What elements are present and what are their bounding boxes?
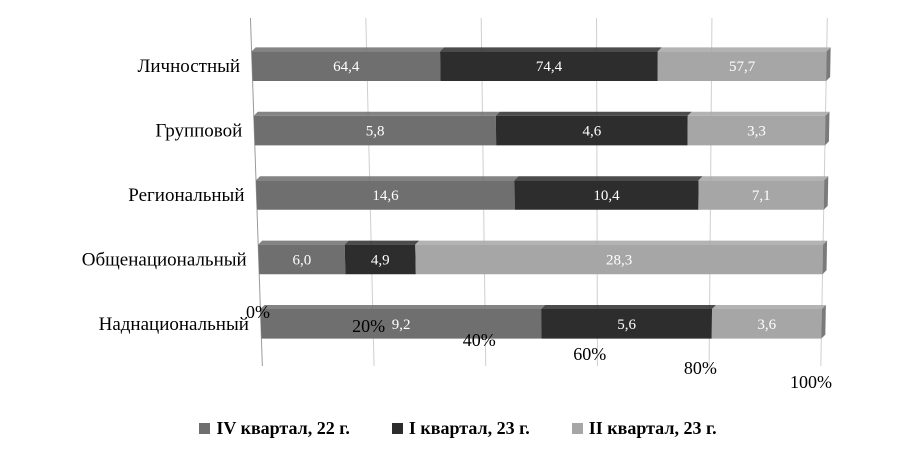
bar-личностный-series-3 xyxy=(657,51,827,82)
legend-label-q2-23: II квартал, 23 г. xyxy=(588,418,717,438)
legend-swatch-q1-23 xyxy=(391,423,403,434)
bar-региональный-series-3-side-face xyxy=(823,176,829,210)
bar-наднациональный-series-1-top-face xyxy=(260,304,546,309)
category-label-наднациональный: Наднациональный xyxy=(99,314,249,335)
category-label-личностный: Личностный xyxy=(138,56,241,77)
data-label-личностный-series-3: 57,7 xyxy=(729,59,756,75)
bar-региональный-series-3 xyxy=(698,180,825,210)
x-tick-label-2: 40% xyxy=(463,330,496,350)
data-label-общенациональный-series-1: 6,0 xyxy=(292,252,311,268)
data-label-личностный-series-1: 64,4 xyxy=(333,59,360,75)
bar-групповой-series-1-top-face xyxy=(253,111,500,116)
bar-личностный-series-2-top-face xyxy=(440,47,662,52)
bar-общенациональный-series-1-top-face xyxy=(258,240,349,245)
bar-личностный-series-3-top-face xyxy=(657,47,831,52)
x-tick-label-4: 80% xyxy=(684,358,717,378)
x-tick-label-3: 60% xyxy=(573,344,606,364)
data-label-региональный-series-2: 10,4 xyxy=(593,188,620,204)
data-label-групповой-series-2: 4,6 xyxy=(582,124,601,140)
chart-legend: IV квартал, 22 г. I квартал, 23 г. II кв… xyxy=(0,418,916,439)
data-label-групповой-series-1: 5,8 xyxy=(366,124,385,140)
bar-общенациональный-series-3-top-face xyxy=(415,240,828,245)
bar-личностный-series-1-top-face xyxy=(251,47,445,52)
legend-swatch-q2-23 xyxy=(571,423,583,434)
bar-наднациональный-series-2 xyxy=(541,308,713,339)
bar-наднациональный-series-3-side-face xyxy=(821,304,826,339)
category-label-общенациональный: Общенациональный xyxy=(82,249,247,270)
bar-групповой-series-2 xyxy=(495,115,688,146)
legend-item-q4-22: IV квартал, 22 г. xyxy=(199,418,350,439)
x-tick-label-1: 20% xyxy=(352,316,385,336)
legend-label-q4-22: IV квартал, 22 г. xyxy=(216,418,350,438)
bar-общенациональный-series-3-side-face xyxy=(822,240,828,275)
bar-региональный-series-2-top-face xyxy=(514,176,703,181)
bar-общенациональный-series-3 xyxy=(415,244,824,275)
x-tick-label-5: 100% xyxy=(790,372,832,392)
bar-региональный-series-3-top-face xyxy=(698,176,829,181)
bar-региональный-series-1 xyxy=(255,180,515,210)
x-tick-label-0: 0% xyxy=(246,302,270,322)
data-label-групповой-series-3: 3,3 xyxy=(747,124,766,140)
bar-личностный-series-3-side-face xyxy=(826,47,831,82)
bar-общенациональный-series-2-top-face xyxy=(344,240,420,245)
bar-региональный-series-1-top-face xyxy=(255,176,519,181)
bar-региональный-series-2 xyxy=(514,180,699,210)
data-label-региональный-series-1: 14,6 xyxy=(372,188,399,204)
category-label-групповой: Групповой xyxy=(155,121,242,142)
bar-личностный-series-1 xyxy=(251,51,441,82)
bar-групповой-series-3-top-face xyxy=(687,111,830,116)
data-label-личностный-series-2: 74,4 xyxy=(536,59,563,75)
category-label-региональный: Региональный xyxy=(128,185,244,206)
bar-общенациональный-series-1 xyxy=(258,244,346,275)
legend-item-q2-23: II квартал, 23 г. xyxy=(571,418,717,439)
bar-наднациональный-series-3-top-face xyxy=(712,304,826,309)
legend-item-q1-23: I квартал, 23 г. xyxy=(391,418,530,439)
data-label-наднациональный-series-1: 9,2 xyxy=(392,317,411,333)
bar-наднациональный-series-1 xyxy=(260,308,542,339)
bar-личностный-series-2 xyxy=(440,51,658,82)
bar-наднациональный-series-3 xyxy=(711,308,822,339)
bar-общенациональный-series-2 xyxy=(344,244,416,275)
data-label-общенациональный-series-3: 28,3 xyxy=(606,252,632,268)
bar-групповой-series-2-top-face xyxy=(495,111,692,116)
bar-групповой-series-1 xyxy=(253,115,497,146)
legend-label-q1-23: I квартал, 23 г. xyxy=(408,418,530,438)
stacked-bar-chart: Личностный 64,4 74,4 57,7 Групповой 5,8 4,6 3,3… xyxy=(82,17,832,392)
data-label-региональный-series-3: 7,1 xyxy=(752,188,771,204)
data-label-наднациональный-series-3: 3,6 xyxy=(757,317,776,333)
data-label-наднациональный-series-2: 5,6 xyxy=(617,317,636,333)
legend-swatch-q4-22 xyxy=(199,423,211,434)
bar-групповой-series-3-side-face xyxy=(824,111,830,146)
bar-групповой-series-3 xyxy=(687,115,826,146)
data-label-общенациональный-series-2: 4,9 xyxy=(371,252,390,268)
bar-наднациональный-series-2-top-face xyxy=(541,304,717,309)
